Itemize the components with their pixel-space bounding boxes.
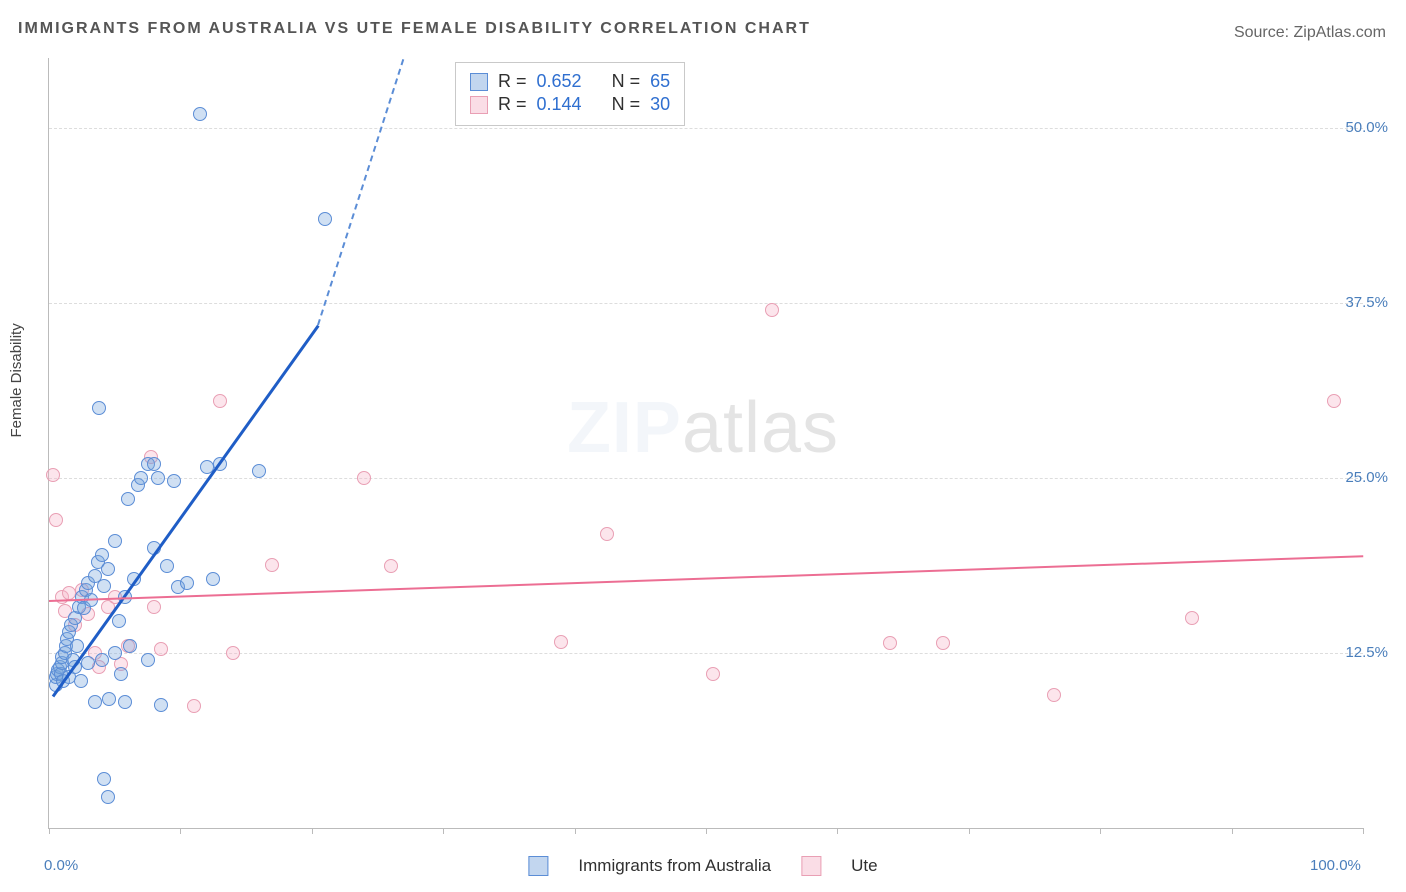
legend-stats-row: R = 0.652 N = 65 <box>470 71 670 92</box>
scatter-point <box>206 572 220 586</box>
legend-stats: R = 0.652 N = 65 R = 0.144 N = 30 <box>455 62 685 126</box>
scatter-point <box>554 635 568 649</box>
trend-line <box>52 325 320 698</box>
scatter-point <box>936 636 950 650</box>
y-tick-label: 50.0% <box>1345 119 1388 136</box>
scatter-point <box>134 471 148 485</box>
legend-n-label: N = <box>612 71 641 92</box>
scatter-point <box>1047 688 1061 702</box>
scatter-point <box>1185 611 1199 625</box>
scatter-point <box>147 457 161 471</box>
scatter-point <box>88 695 102 709</box>
scatter-point <box>108 646 122 660</box>
y-axis-label: Female Disability <box>8 323 25 437</box>
scatter-point <box>121 492 135 506</box>
scatter-point <box>118 695 132 709</box>
source-prefix: Source: <box>1234 24 1294 41</box>
source-label: Source: ZipAtlas.com <box>1234 24 1386 42</box>
legend-r-value: 0.652 <box>537 71 582 92</box>
scatter-point <box>49 513 63 527</box>
scatter-point <box>265 558 279 572</box>
legend-n-value: 65 <box>650 71 670 92</box>
legend-r-value: 0.144 <box>537 94 582 115</box>
scatter-point <box>600 527 614 541</box>
scatter-point <box>62 586 76 600</box>
scatter-point <box>97 772 111 786</box>
chart-title: IMMIGRANTS FROM AUSTRALIA VS UTE FEMALE … <box>18 20 811 38</box>
scatter-point <box>167 474 181 488</box>
scatter-point <box>95 548 109 562</box>
scatter-point <box>74 674 88 688</box>
legend-series: Immigrants from Australia Ute <box>528 856 877 876</box>
scatter-point <box>102 692 116 706</box>
scatter-point <box>123 639 137 653</box>
scatter-point <box>108 534 122 548</box>
scatter-point <box>883 636 897 650</box>
scatter-point <box>765 303 779 317</box>
scatter-point <box>97 579 111 593</box>
scatter-point <box>101 562 115 576</box>
scatter-point <box>81 656 95 670</box>
scatter-point <box>160 559 174 573</box>
scatter-point <box>147 600 161 614</box>
legend-n-value: 30 <box>650 94 670 115</box>
scatter-point <box>101 790 115 804</box>
source-link[interactable]: ZipAtlas.com <box>1294 24 1386 41</box>
legend-swatch <box>528 856 548 876</box>
y-tick-label: 37.5% <box>1345 294 1388 311</box>
legend-r-label: R = <box>498 71 527 92</box>
scatter-point <box>252 464 266 478</box>
trend-line <box>317 59 404 326</box>
scatter-point <box>46 468 60 482</box>
scatter-point <box>357 471 371 485</box>
scatter-point <box>151 471 165 485</box>
legend-series-label: Immigrants from Australia <box>578 856 771 876</box>
scatter-point <box>154 642 168 656</box>
scatter-point <box>92 401 106 415</box>
scatter-point <box>193 107 207 121</box>
scatter-point <box>706 667 720 681</box>
scatter-point <box>226 646 240 660</box>
scatter-point <box>95 653 109 667</box>
scatter-point <box>154 698 168 712</box>
scatter-point <box>1327 394 1341 408</box>
y-tick-label: 25.0% <box>1345 469 1388 486</box>
y-tick-label: 12.5% <box>1345 644 1388 661</box>
trend-line <box>49 555 1363 602</box>
legend-r-label: R = <box>498 94 527 115</box>
legend-swatch <box>470 96 488 114</box>
scatter-point <box>70 639 84 653</box>
legend-swatch <box>470 73 488 91</box>
scatter-point <box>180 576 194 590</box>
scatter-point <box>213 394 227 408</box>
scatter-point <box>187 699 201 713</box>
legend-stats-row: R = 0.144 N = 30 <box>470 94 670 115</box>
scatter-point <box>384 559 398 573</box>
x-tick-label: 100.0% <box>1310 857 1361 874</box>
scatter-point <box>318 212 332 226</box>
legend-n-label: N = <box>612 94 641 115</box>
legend-swatch <box>801 856 821 876</box>
plot-area <box>48 58 1363 829</box>
scatter-point <box>112 614 126 628</box>
scatter-point <box>141 653 155 667</box>
x-tick-label: 0.0% <box>44 857 78 874</box>
legend-series-label: Ute <box>851 856 877 876</box>
scatter-point <box>114 667 128 681</box>
